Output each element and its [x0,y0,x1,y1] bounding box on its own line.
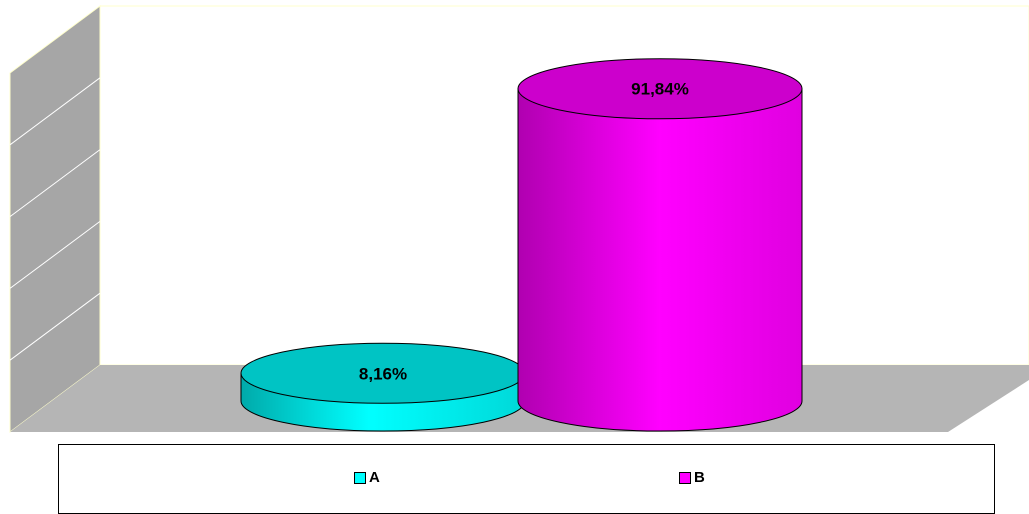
gridline [9,292,101,361]
legend-swatch-a [354,471,366,484]
bar-b: 91,84% [517,58,803,432]
bar-a: 8,16% [240,342,526,432]
gridline [9,220,101,289]
gridline [9,149,101,218]
legend: A B [58,444,995,514]
gridline [9,77,101,146]
legend-swatch-b [679,471,691,484]
legend-label-b: B [694,469,705,486]
bar-body-b [517,88,803,432]
legend-item-a: A [354,469,380,486]
data-label-b: 91,84% [631,80,689,99]
data-label-a: 8,16% [359,364,407,383]
legend-item-b: B [679,469,705,486]
bar-top-b [517,58,803,120]
gridlines [9,77,101,361]
side-wall [9,5,101,433]
legend-label-a: A [369,469,380,486]
